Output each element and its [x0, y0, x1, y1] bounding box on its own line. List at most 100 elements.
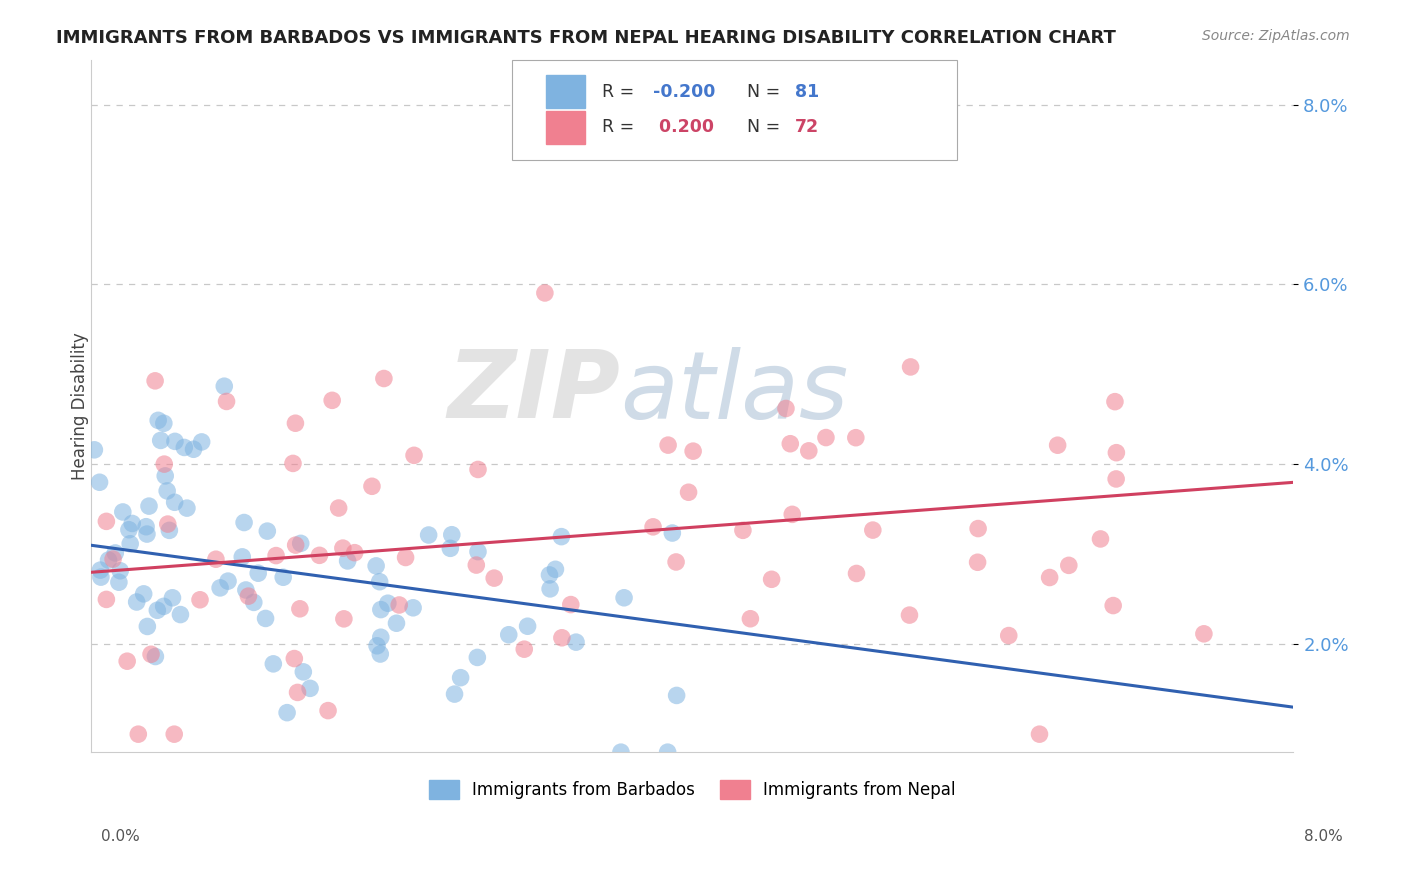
Point [465, 558, 488, 572]
Point [665, 689, 688, 703]
Point [513, 642, 536, 657]
Point [402, 448, 425, 462]
Point [370, 630, 392, 644]
Point [89, 475, 111, 490]
Text: 0.200: 0.200 [652, 119, 714, 136]
Point [111, 505, 134, 519]
Point [336, 554, 359, 568]
Point [1105, 445, 1128, 459]
Point [284, 416, 307, 430]
Text: -0.200: -0.200 [652, 83, 716, 101]
Point [610, 745, 633, 759]
Point [450, 671, 472, 685]
Point [209, 581, 232, 595]
Point [145, 649, 167, 664]
Point [153, 417, 176, 431]
Point [321, 393, 343, 408]
Text: N =: N = [747, 119, 786, 136]
Point [1090, 532, 1112, 546]
Point [845, 431, 868, 445]
Point [418, 528, 440, 542]
Point [163, 434, 186, 449]
Point [276, 706, 298, 720]
Point [149, 434, 172, 448]
Text: IMMIGRANTS FROM BARBADOS VS IMMIGRANTS FROM NEPAL HEARING DISABILITY CORRELATION: IMMIGRANTS FROM BARBADOS VS IMMIGRANTS F… [56, 29, 1116, 46]
Point [657, 438, 679, 452]
Point [97, 553, 120, 567]
Point [1057, 558, 1080, 573]
Point [1028, 727, 1050, 741]
Point [290, 536, 312, 550]
Point [115, 654, 138, 668]
Point [136, 619, 159, 633]
Point [139, 647, 162, 661]
Point [162, 591, 184, 605]
Point [898, 608, 921, 623]
Point [775, 401, 797, 416]
Point [148, 413, 170, 427]
Point [121, 516, 143, 531]
Point [482, 571, 505, 585]
Point [157, 524, 180, 538]
Point [316, 704, 339, 718]
Point [108, 575, 131, 590]
Point [264, 549, 287, 563]
Point [247, 566, 270, 581]
Point [997, 629, 1019, 643]
Point [90, 570, 112, 584]
Point [243, 595, 266, 609]
Point [155, 469, 177, 483]
Bar [546, 111, 585, 145]
Point [516, 619, 538, 633]
Point [120, 537, 142, 551]
Point [1192, 627, 1215, 641]
Point [967, 522, 990, 536]
Point [146, 603, 169, 617]
Point [966, 555, 988, 569]
Point [498, 628, 520, 642]
Point [388, 598, 411, 612]
Point [83, 442, 105, 457]
Point [205, 552, 228, 566]
Bar [546, 75, 585, 108]
Point [740, 612, 762, 626]
Point [215, 394, 238, 409]
Point [538, 582, 561, 596]
Point [299, 681, 322, 696]
Point [143, 374, 166, 388]
Point [262, 657, 284, 671]
Point [96, 514, 118, 528]
Point [231, 549, 253, 564]
Point [288, 602, 311, 616]
Point [565, 635, 588, 649]
Point [377, 596, 399, 610]
Point [657, 745, 679, 759]
Point [217, 574, 239, 588]
Point [214, 379, 236, 393]
Point [254, 611, 277, 625]
Point [467, 544, 489, 558]
Point [1102, 599, 1125, 613]
Text: 72: 72 [794, 119, 818, 136]
Text: 0.0%: 0.0% [101, 830, 141, 844]
Point [551, 631, 574, 645]
Text: R =: R = [602, 119, 640, 136]
Point [343, 546, 366, 560]
Point [173, 441, 195, 455]
Point [156, 483, 179, 498]
Point [467, 650, 489, 665]
Point [467, 462, 489, 476]
Point [370, 602, 392, 616]
Point [814, 431, 837, 445]
Point [169, 607, 191, 622]
Point [183, 442, 205, 457]
Text: atlas: atlas [620, 346, 849, 438]
Point [1046, 438, 1069, 452]
Point [132, 587, 155, 601]
Point [678, 485, 700, 500]
Point [138, 499, 160, 513]
Point [190, 434, 212, 449]
Point [163, 495, 186, 509]
Point [233, 516, 256, 530]
Text: Source: ZipAtlas.com: Source: ZipAtlas.com [1202, 29, 1350, 43]
